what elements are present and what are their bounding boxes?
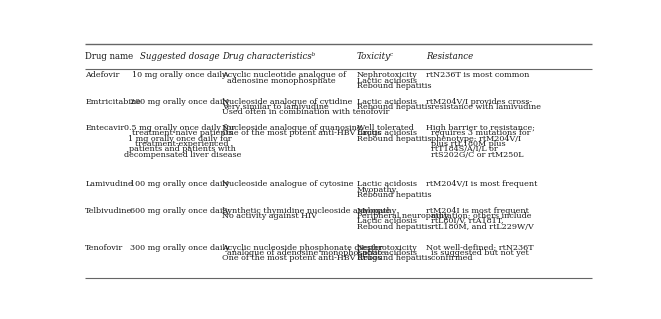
Text: 300 mg orally once daily: 300 mg orally once daily xyxy=(130,244,229,252)
Text: Emtricitabine: Emtricitabine xyxy=(85,98,141,106)
Text: rtL180M, and rtL229W/V: rtL180M, and rtL229W/V xyxy=(426,223,533,231)
Text: Nucleoside analogue of guanosine: Nucleoside analogue of guanosine xyxy=(222,124,362,132)
Text: Rebound hepatitis: Rebound hepatitis xyxy=(357,191,431,199)
Text: Resistance: Resistance xyxy=(426,52,473,61)
Text: No activity against HIV: No activity against HIV xyxy=(222,212,317,220)
Text: Lactic acidosis: Lactic acidosis xyxy=(357,217,416,225)
Text: Nucleoside analogue of cytidine: Nucleoside analogue of cytidine xyxy=(222,98,352,106)
Text: patients and patients with: patients and patients with xyxy=(124,145,235,153)
Text: Nucleoside analogue of cytosine: Nucleoside analogue of cytosine xyxy=(222,181,354,189)
Text: is suggested but not yet: is suggested but not yet xyxy=(426,249,529,257)
Text: Peripheral neuropathy: Peripheral neuropathy xyxy=(357,212,448,220)
Text: Adefovir: Adefovir xyxy=(85,71,120,79)
Text: Rebound hepatitis: Rebound hepatitis xyxy=(357,103,431,111)
Text: One of the most potent anti-HBV drugs: One of the most potent anti-HBV drugs xyxy=(222,130,381,137)
Text: confirmed: confirmed xyxy=(426,254,473,262)
Text: 100 mg orally once daily: 100 mg orally once daily xyxy=(130,181,229,189)
Text: 0.5 mg orally once daily for: 0.5 mg orally once daily for xyxy=(124,124,235,132)
Text: Lactic acidosis: Lactic acidosis xyxy=(357,249,416,257)
Text: Lactic acidosis: Lactic acidosis xyxy=(357,130,416,137)
Text: 1 mg orally once daily for: 1 mg orally once daily for xyxy=(128,135,231,143)
Text: Myopathy: Myopathy xyxy=(357,186,397,194)
Text: Not well-defined; rtN236T: Not well-defined; rtN236T xyxy=(426,244,533,252)
Text: phenotype: rtM204V/I: phenotype: rtM204V/I xyxy=(426,135,521,143)
Text: One of the most potent anti-HBV drugs: One of the most potent anti-HBV drugs xyxy=(222,254,381,262)
Text: Rebound hepatitis: Rebound hepatitis xyxy=(357,82,431,90)
Text: plus rtL180M plus: plus rtL180M plus xyxy=(426,140,506,148)
Text: Nephrotoxicity: Nephrotoxicity xyxy=(357,71,418,79)
Text: Very similar to lamivudine: Very similar to lamivudine xyxy=(222,103,329,111)
Text: High barrier to resistance;: High barrier to resistance; xyxy=(426,124,535,132)
Text: decompensated liver disease: decompensated liver disease xyxy=(118,151,241,159)
Text: Lactic acidosis: Lactic acidosis xyxy=(357,77,416,85)
Text: Lamivudine: Lamivudine xyxy=(85,181,133,189)
Text: 10 mg orally once daily: 10 mg orally once daily xyxy=(132,71,227,79)
Text: Entecavir: Entecavir xyxy=(85,124,124,132)
Text: requires 3 mutations for: requires 3 mutations for xyxy=(426,130,530,137)
Text: analogue of adenosine monophosphate: analogue of adenosine monophosphate xyxy=(222,249,385,257)
Text: rtT184S/A/I/L or: rtT184S/A/I/L or xyxy=(426,145,498,153)
Text: Toxicityᶜ: Toxicityᶜ xyxy=(357,52,394,61)
Text: Rebound hepatitis: Rebound hepatitis xyxy=(357,223,431,231)
Text: Telbivudine: Telbivudine xyxy=(85,207,132,215)
Text: rtL80I/V, rtA181T,: rtL80I/V, rtA181T, xyxy=(426,217,503,225)
Text: Suggested dosage: Suggested dosage xyxy=(140,52,219,61)
Text: Synthetic thymidine nucleoside analogue: Synthetic thymidine nucleoside analogue xyxy=(222,207,390,215)
Text: Myopathy: Myopathy xyxy=(357,207,397,215)
Text: rtS202G/C or rtM250L: rtS202G/C or rtM250L xyxy=(426,151,524,159)
Text: Drug name: Drug name xyxy=(85,52,134,61)
Text: rtM204I is most frequent: rtM204I is most frequent xyxy=(426,207,529,215)
Text: adenosine monophosphate: adenosine monophosphate xyxy=(222,77,336,85)
Text: treatment-experienced: treatment-experienced xyxy=(130,140,229,148)
Text: Used often in combination with tenofovir: Used often in combination with tenofovir xyxy=(222,108,389,116)
Text: Rebound hepatitis: Rebound hepatitis xyxy=(357,254,431,262)
Text: 200 mg orally once daily: 200 mg orally once daily xyxy=(130,98,229,106)
Text: treatment-naive patients: treatment-naive patients xyxy=(127,130,233,137)
Text: 600 mg orally once daily: 600 mg orally once daily xyxy=(130,207,229,215)
Text: rtM204V/I is most frequent: rtM204V/I is most frequent xyxy=(426,181,537,189)
Text: resistance with lamivudine: resistance with lamivudine xyxy=(426,103,541,111)
Text: mutation; others include: mutation; others include xyxy=(426,212,531,220)
Text: Nephrotoxicity: Nephrotoxicity xyxy=(357,244,418,252)
Text: Drug characteristicsᵇ: Drug characteristicsᵇ xyxy=(222,52,315,61)
Text: Lactic acidosis: Lactic acidosis xyxy=(357,98,416,106)
Text: Lactic acidosis: Lactic acidosis xyxy=(357,181,416,189)
Text: Well tolerated: Well tolerated xyxy=(357,124,414,132)
Text: Rebound hepatitis: Rebound hepatitis xyxy=(357,135,431,143)
Text: Acyclic nucleotide analogue of: Acyclic nucleotide analogue of xyxy=(222,71,346,79)
Text: rtN236T is most common: rtN236T is most common xyxy=(426,71,529,79)
Text: rtM204V/I provides cross-: rtM204V/I provides cross- xyxy=(426,98,532,106)
Text: Acyclic nucleoside phosphonate diester: Acyclic nucleoside phosphonate diester xyxy=(222,244,383,252)
Text: Tenofovir: Tenofovir xyxy=(85,244,124,252)
